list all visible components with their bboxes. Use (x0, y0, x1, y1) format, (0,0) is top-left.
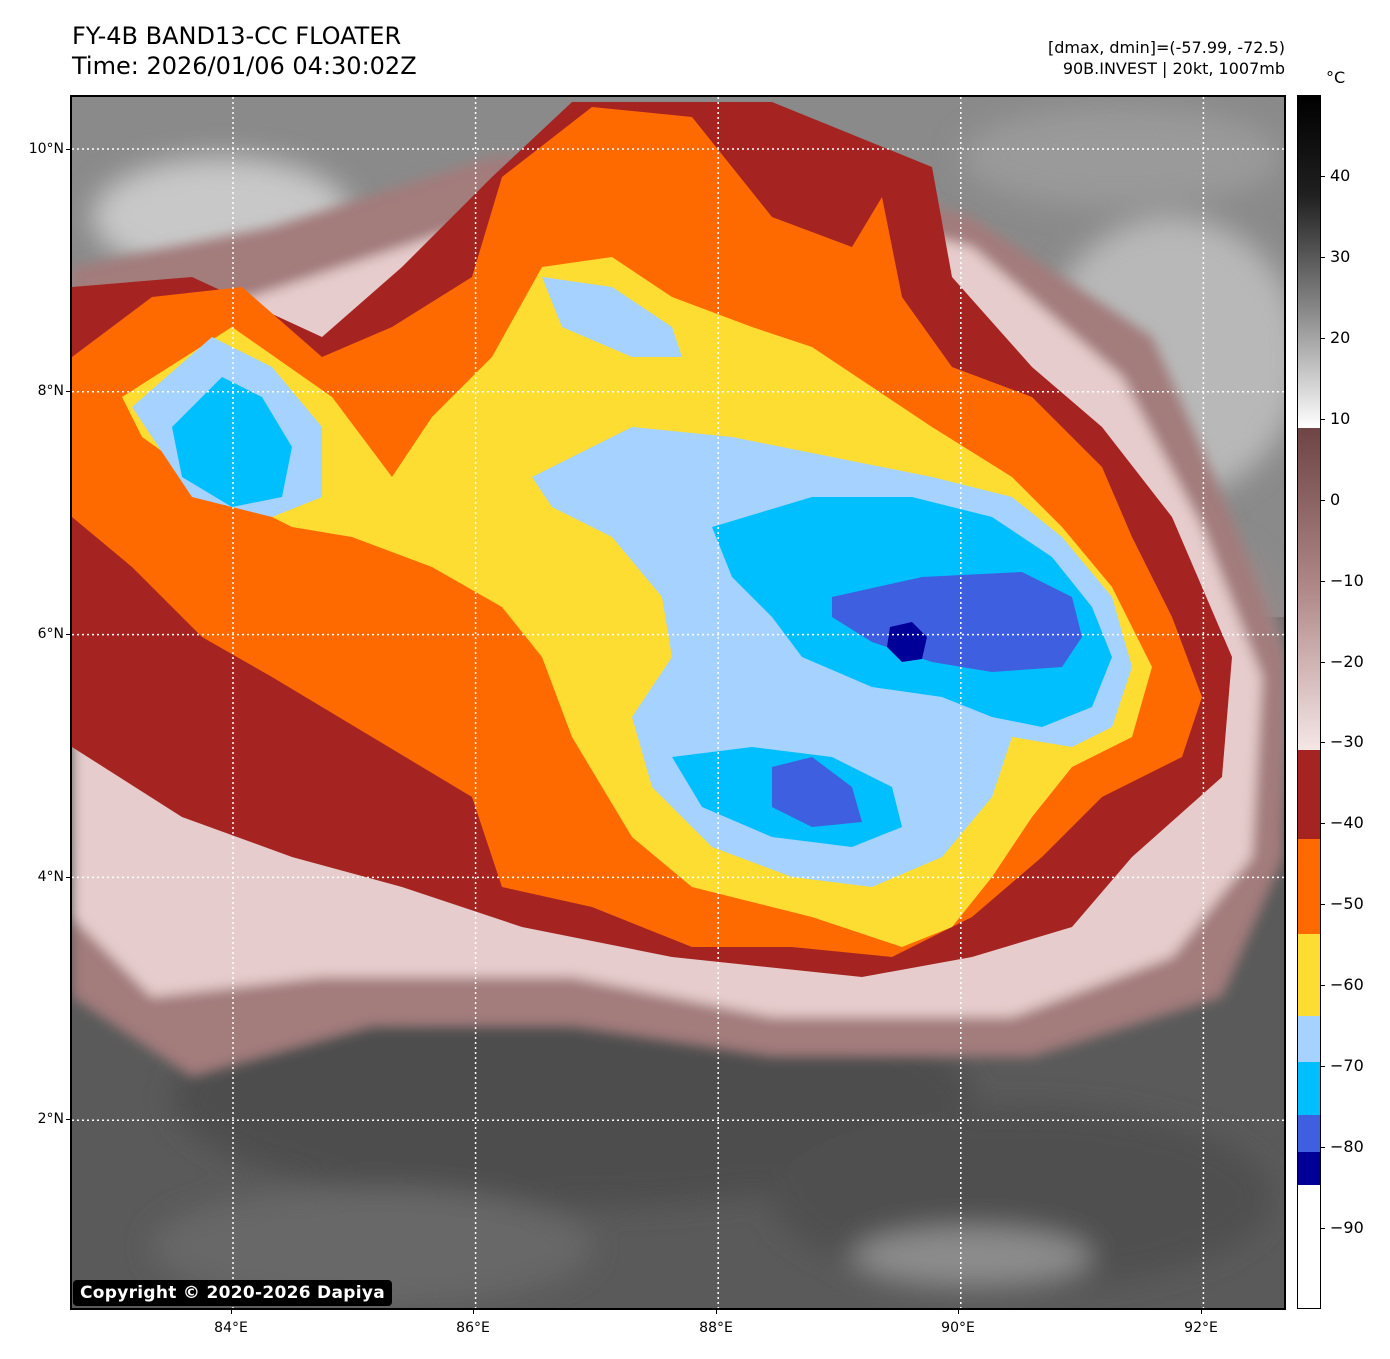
colorbar-tick-label: −80 (1330, 1137, 1364, 1157)
colorbar-tick (1320, 742, 1325, 744)
lon-label-90e: 90°E (941, 1320, 975, 1336)
lat-tick (66, 634, 70, 635)
lat-tick (66, 391, 70, 392)
lon-tick (958, 1310, 959, 1314)
colorbar-tick-label: −20 (1330, 651, 1364, 671)
lon-tick (1201, 1310, 1202, 1314)
colorbar-tick (1320, 985, 1325, 987)
coldest-core-navy (887, 622, 927, 662)
colorbar-tick (1320, 499, 1325, 501)
cyan-west-cell (172, 377, 292, 507)
copyright-badge: Copyright © 2020-2026 Dapiya (73, 1280, 392, 1306)
gridlines (72, 97, 1284, 1308)
colorbar-segment-gray (1298, 96, 1320, 428)
lat-label-8n: 8°N (37, 383, 64, 399)
colorbar-tick-label: 0 (1330, 489, 1341, 509)
colorbar-tick (1320, 418, 1325, 420)
satellite-map[interactable]: Copyright © 2020-2026 Dapiya (70, 95, 1286, 1310)
lon-label-86e: 86°E (456, 1320, 490, 1336)
lon-label-88e: 88°E (699, 1320, 733, 1336)
colorbar-tick-label: −60 (1330, 975, 1364, 995)
colorbar-tick-label: 30 (1330, 246, 1351, 266)
colorbar-tick (1320, 1066, 1325, 1068)
colorbar-segment-orange (1298, 839, 1320, 934)
colorbar-segment-cyan (1298, 1062, 1320, 1115)
colorbar-tick (1320, 580, 1325, 582)
colorbar-tick-label: −30 (1330, 732, 1364, 752)
colorbar-tick-label: −40 (1330, 813, 1364, 833)
colorbar-segment-light-blue (1298, 1016, 1320, 1062)
lon-label-92e: 92°E (1184, 1320, 1218, 1336)
colorbar-tick-label: 20 (1330, 327, 1351, 347)
colorbar-tick (1320, 337, 1325, 339)
colorbar-tick (1320, 256, 1325, 258)
colorbar-unit: °C (1326, 68, 1346, 87)
lon-label-84e: 84°E (214, 1320, 248, 1336)
colorbar-tick (1320, 904, 1325, 906)
storm-info: 90B.INVEST | 20kt, 1007mb (1062, 59, 1285, 78)
lon-tick (473, 1310, 474, 1314)
temperature-range-info: [dmax, dmin]=(-57.99, -72.5) (1047, 38, 1285, 57)
colorbar-tick-label: −70 (1330, 1056, 1364, 1076)
colorbar-segment-navy (1298, 1152, 1320, 1185)
colorbar (1297, 95, 1321, 1309)
chart-timestamp: Time: 2026/01/06 04:30:02Z (72, 52, 417, 80)
lat-label-2n: 2°N (37, 1111, 64, 1127)
colorbar-segment-brown (1298, 428, 1320, 750)
colorbar-tick-label: −90 (1330, 1218, 1364, 1238)
colorbar-tick (1320, 175, 1325, 177)
colorbar-tick (1320, 661, 1325, 663)
colorbar-tick (1320, 1228, 1325, 1230)
colorbar-segment-white (1298, 1185, 1320, 1308)
lat-tick (66, 877, 70, 878)
colorbar-tick-label: −10 (1330, 570, 1364, 590)
lon-tick (716, 1310, 717, 1314)
lat-tick (66, 149, 70, 150)
chart-title: FY-4B BAND13-CC FLOATER (72, 22, 402, 50)
light-blue-north-patch (542, 277, 682, 357)
lon-tick (231, 1310, 232, 1314)
royal-blue-south-cell (772, 757, 862, 827)
lat-label-6n: 6°N (37, 626, 64, 642)
colorbar-tick-label: 10 (1330, 408, 1351, 428)
colorbar-segment-royal-blue (1298, 1115, 1320, 1152)
lat-tick (66, 1119, 70, 1120)
colorbar-segment-dark-red (1298, 750, 1320, 839)
colorbar-segment-yellow (1298, 934, 1320, 1016)
colorbar-tick-label: −50 (1330, 894, 1364, 914)
colorbar-tick (1320, 1147, 1325, 1149)
colorbar-tick-label: 40 (1330, 165, 1351, 185)
lat-label-4n: 4°N (37, 869, 64, 885)
colorbar-tick (1320, 823, 1325, 825)
lat-label-10n: 10°N (28, 141, 64, 157)
